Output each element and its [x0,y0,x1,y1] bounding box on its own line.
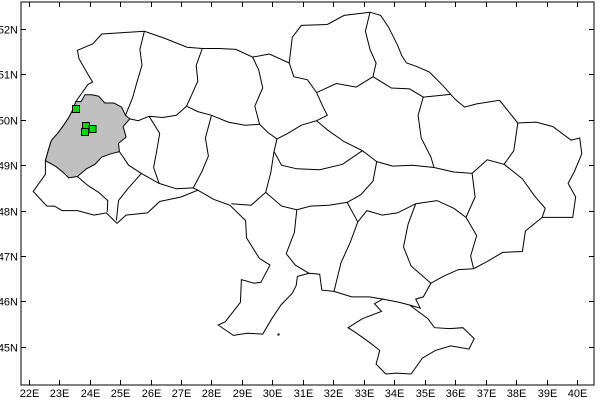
y-tick-label: 49N [0,161,18,173]
y-tick-label: 47N [0,252,18,264]
observation-site-marker [88,124,97,133]
oblast-boundary [77,176,109,213]
x-tick-label: 28E [202,388,222,400]
oblast-boundary [259,62,328,140]
x-tick-label: 29E [233,388,253,400]
x-tick-label: 34E [385,388,405,400]
oblast-boundary [129,105,187,122]
oblast-boundary [372,76,451,98]
oblast-boundary [252,56,264,125]
oblast-boundary [115,173,142,221]
oblast-boundary [346,161,378,203]
oblast-boundary [186,48,203,107]
x-tick-label: 39E [538,388,558,400]
oblast-boundary [402,203,432,284]
oblast-boundary [392,164,435,168]
oblast-boundary [316,76,374,94]
oblast-boundary [433,122,519,174]
x-tick-label: 38E [507,388,527,400]
plot-frame [20,1,595,386]
oblast-boundary [186,105,260,126]
x-tick-label: 32E [324,388,344,400]
oblast-boundary [503,163,546,218]
oblast-boundary [357,203,416,223]
axis-label-layer: 22E 23E 24E 25E 26E 27E 28E 29E 30E 31E 32E 33E 34E 3… [0,25,587,400]
axis-layer [20,1,595,386]
oblast-boundary [118,151,199,192]
y-tick-label: 50N [0,116,18,128]
oblast-boundary [465,173,478,269]
marker-layer [72,104,97,137]
oblast-boundary [417,96,435,168]
oblast-boundary [382,298,410,306]
y-tick-label: 51N [0,70,18,82]
x-tick-label: 27E [172,388,192,400]
y-tick-label: 52N [0,25,18,37]
x-tick-label: 23E [50,388,70,400]
x-tick-label: 37E [477,388,497,400]
oblast-boundary [125,31,145,116]
oblast-boundary [415,200,467,218]
x-tick-label: 25E [111,388,131,400]
x-tick-label: 24E [81,388,101,400]
highlighted-oblast [44,94,131,179]
x-tick-label: 33E [355,388,375,400]
x-tick-label: 35E [416,388,436,400]
oblast-boundary [316,120,393,167]
x-tick-label: 36E [446,388,466,400]
oblast-boundary [333,202,359,292]
y-tick-label: 45N [0,343,18,355]
y-tick-label: 48N [0,207,18,219]
oblast-boundary [192,115,212,189]
x-tick-label: 22E [20,388,40,400]
oblast-boundary [148,115,161,184]
oblast-boundary [364,12,377,77]
observation-site-marker [72,104,81,113]
y-tick-label: 46N [0,297,18,309]
island-dot [277,333,280,336]
boundary-layer [77,12,546,336]
map-layer [32,11,583,375]
ukraine-national-border [32,11,583,375]
x-tick-label: 26E [142,388,162,400]
observation-site-marker [81,128,89,137]
x-tick-label: 31E [294,388,314,400]
oblast-boundary [265,192,348,211]
oblast-boundary [285,209,310,274]
x-tick-label: 30E [263,388,283,400]
x-tick-label: 40E [568,388,588,400]
